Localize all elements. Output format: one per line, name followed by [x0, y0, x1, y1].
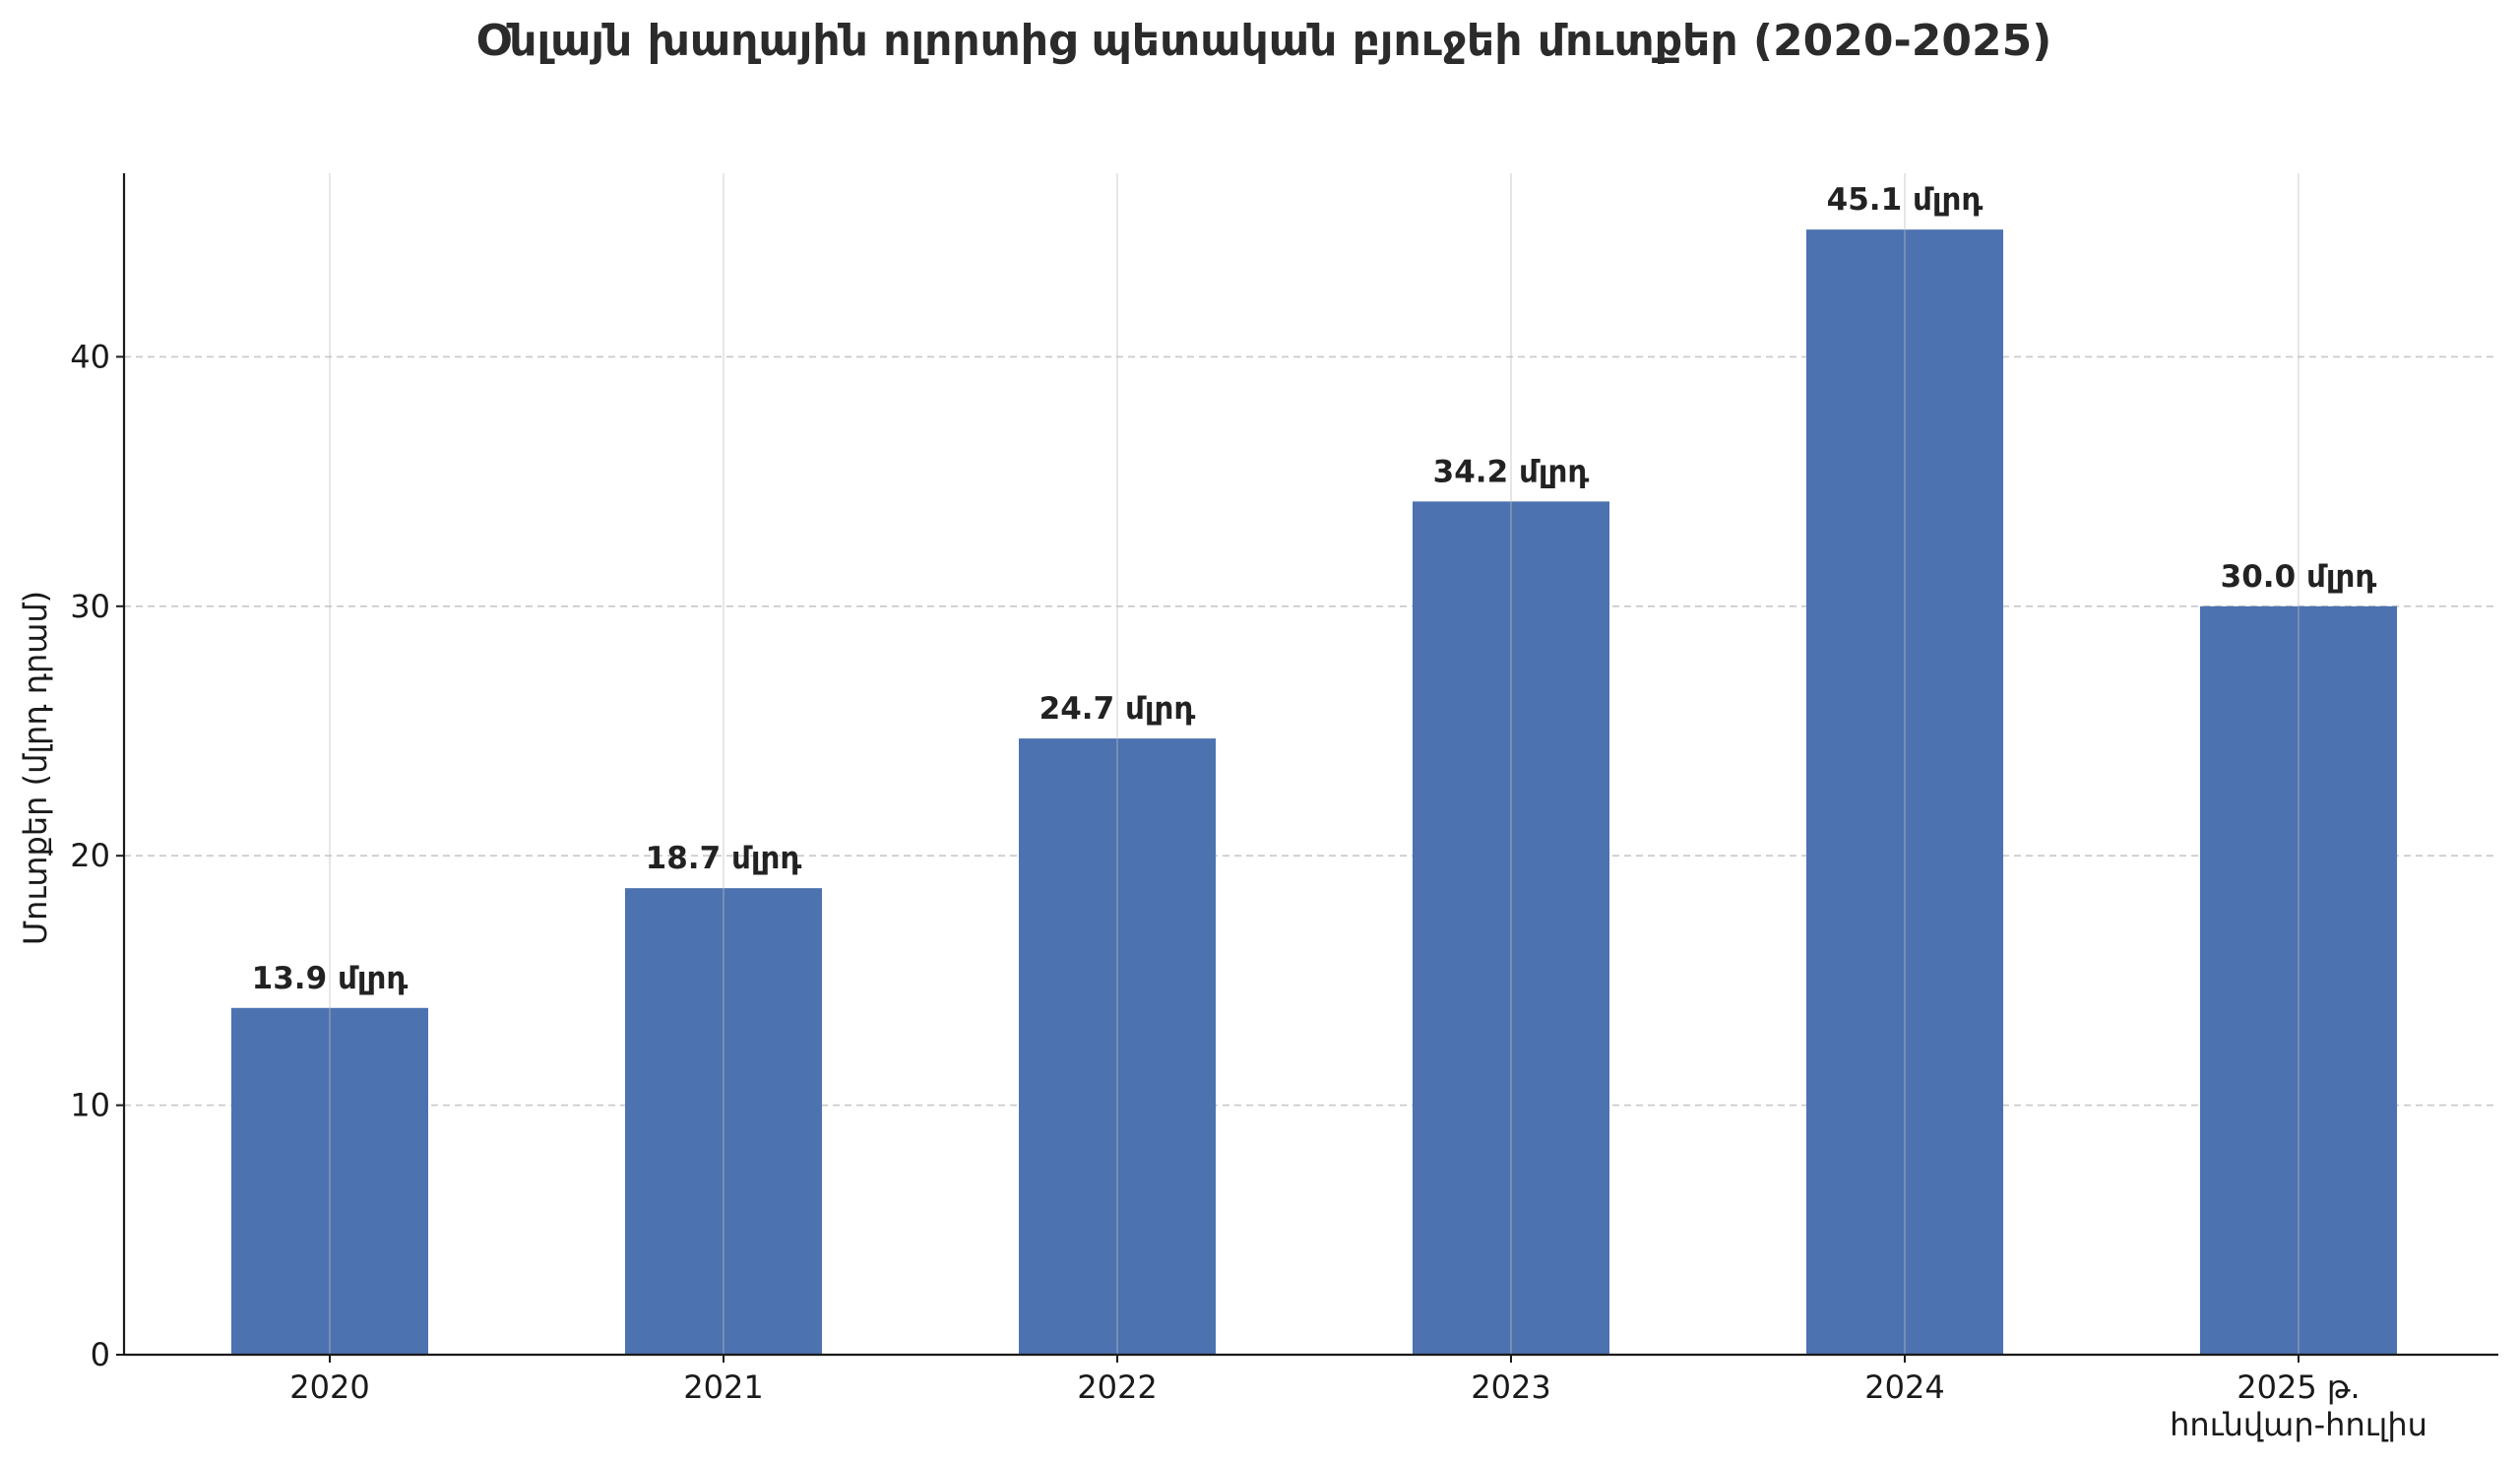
x-tick-label: 2022	[1077, 1368, 1157, 1406]
grid	[124, 355, 2498, 1107]
x-tick-label: 2020	[289, 1368, 369, 1406]
x-tick-label: 2024	[1864, 1368, 1944, 1406]
x-tick-label: 2023	[1471, 1368, 1550, 1406]
data-label: 18.7 մլրդ	[646, 841, 802, 876]
x-tick-label: 2021	[683, 1368, 763, 1406]
bars	[231, 229, 2397, 1355]
y-tick-label: 10	[70, 1087, 110, 1124]
data-label: 34.2 մլրդ	[1433, 454, 1590, 489]
data-label: 13.9 մլրդ	[252, 961, 409, 996]
y-axis-label: Մուտքեր (մլրդ դրամ)	[17, 591, 54, 945]
y-tick-label: 30	[70, 588, 110, 625]
x-tick-label: 2025 թ.	[2236, 1368, 2360, 1406]
y-tick-label: 0	[91, 1336, 110, 1373]
data-label: 30.0 մլրդ	[2221, 559, 2377, 595]
x-tick-label: հունվար-հուլիս	[2170, 1406, 2427, 1443]
vertical-grid	[329, 173, 2300, 1355]
data-label: 45.1 մլրդ	[1827, 182, 1984, 218]
tick-labels: 0 10 20 30 40 2020 2021 2022 2023 2024 2025 թ.հուն…	[70, 338, 2427, 1443]
y-tick-label: 20	[70, 837, 110, 874]
chart-title: Օնլայն խաղային ոլորտից պետական բյուջեի մ…	[476, 16, 2052, 66]
y-tick-label: 40	[70, 338, 110, 375]
data-label: 24.7 մլրդ	[1040, 691, 1196, 727]
data-labels: 13.9 մլրդ 18.7 մլրդ 24.7 մլրդ 34.2 մլրդ 45.1…	[252, 182, 2377, 996]
axes	[116, 173, 2498, 1363]
